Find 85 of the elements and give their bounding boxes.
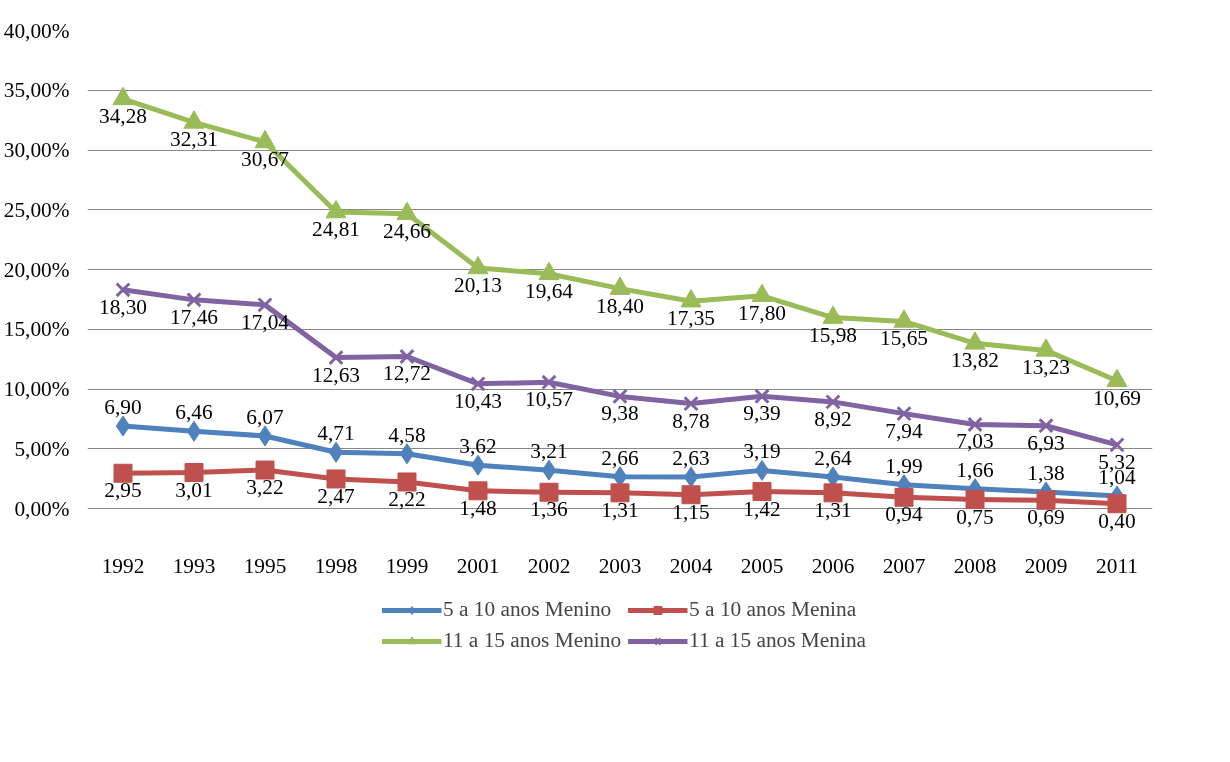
data-label: 3,19 <box>743 439 781 464</box>
data-label: 17,35 <box>667 306 716 331</box>
data-label: 1,48 <box>459 495 497 520</box>
data-label: 7,94 <box>885 418 923 443</box>
data-label: 18,40 <box>596 293 645 318</box>
y-tick-label: 5,00% <box>14 436 70 461</box>
y-tick-label: 30,00% <box>3 138 70 162</box>
data-label: 2,66 <box>601 445 639 470</box>
data-label: 1,15 <box>672 499 710 524</box>
data-label: 0,94 <box>885 502 923 527</box>
x-tick-label: 2011 <box>1096 553 1138 578</box>
x-tick-label: 1995 <box>243 553 287 578</box>
y-tick-label: 20,00% <box>3 257 70 282</box>
x-tick-label: 2008 <box>953 553 997 578</box>
y-tick-label: 35,00% <box>3 78 70 103</box>
x-tick-label: 2003 <box>598 553 642 578</box>
x-tick-label: 2009 <box>1024 553 1068 578</box>
data-label: 12,72 <box>383 361 432 386</box>
data-label: 6,46 <box>175 400 213 425</box>
x-tick-label: 1993 <box>172 553 216 578</box>
data-label: 34,28 <box>99 103 148 128</box>
data-label: 20,13 <box>454 272 503 297</box>
x-tick-label: 2007 <box>882 553 926 578</box>
data-label: 0,69 <box>1027 505 1065 530</box>
data-label: 1,42 <box>743 496 781 521</box>
data-label: 1,38 <box>1027 461 1065 486</box>
x-tick-label: 2001 <box>456 553 500 578</box>
data-label: 13,82 <box>951 348 1000 373</box>
data-label: 17,04 <box>241 309 290 334</box>
data-label: 2,47 <box>317 483 355 508</box>
data-label: 13,23 <box>1022 355 1071 380</box>
data-label: 0,75 <box>956 504 994 529</box>
legend-label: 11 a 15 anos Menina <box>689 628 867 653</box>
data-label: 18,30 <box>99 294 148 319</box>
y-tick-label: 10,00% <box>3 377 70 401</box>
data-label: 10,43 <box>454 388 503 413</box>
data-label: 0,40 <box>1098 508 1136 533</box>
data-label: 6,90 <box>104 395 142 420</box>
data-label: 10,69 <box>1093 385 1142 410</box>
data-label: 2,95 <box>104 478 142 503</box>
data-label: 1,31 <box>814 497 852 522</box>
x-tick-label: 1999 <box>385 553 429 578</box>
y-tick-label: 25,00% <box>3 197 70 222</box>
data-label: 2,22 <box>388 486 426 511</box>
legend-label: 11 a 15 anos Menino <box>442 628 622 653</box>
data-label: 6,07 <box>246 404 284 429</box>
data-label: 24,66 <box>383 218 432 243</box>
y-tick-label: 40,00% <box>3 18 70 43</box>
data-label: 15,65 <box>880 326 929 351</box>
data-label: 9,38 <box>601 401 639 426</box>
data-label: 2,64 <box>814 445 852 470</box>
data-label: 1,36 <box>530 497 568 522</box>
data-label: 32,31 <box>170 127 219 152</box>
data-label: 6,93 <box>1027 430 1065 455</box>
data-label: 8,92 <box>814 406 852 431</box>
data-label: 24,81 <box>312 217 361 242</box>
x-tick-label: 2002 <box>527 553 571 578</box>
legend-label: 5 a 10 anos Menina <box>689 597 857 622</box>
x-tick-label: 1992 <box>101 553 145 578</box>
data-label: 12,63 <box>312 362 361 387</box>
data-label: 19,64 <box>525 278 574 303</box>
data-label: 17,80 <box>738 300 787 325</box>
data-label: 3,01 <box>175 477 213 502</box>
data-label: 1,99 <box>885 453 923 478</box>
data-label: 4,58 <box>388 422 426 447</box>
data-label: 7,03 <box>956 429 994 454</box>
legend-label: 5 a 10 anos Menino <box>442 597 612 622</box>
data-label: 3,22 <box>246 475 284 500</box>
data-label: 2,63 <box>672 446 710 471</box>
x-tick-label: 2006 <box>811 553 855 578</box>
x-tick-label: 2004 <box>669 553 713 578</box>
y-tick-label: 0,00% <box>14 496 70 521</box>
data-label: 9,39 <box>743 401 781 426</box>
x-tick-label: 1998 <box>314 553 358 578</box>
y-tick-label: 15,00% <box>3 317 70 342</box>
data-label: 10,57 <box>525 387 574 412</box>
data-label: 8,78 <box>672 408 710 433</box>
data-label: 17,46 <box>170 304 219 329</box>
data-label: 1,31 <box>601 497 639 522</box>
data-label: 3,21 <box>530 439 568 464</box>
x-tick-label: 2005 <box>740 553 784 578</box>
data-label: 4,71 <box>317 421 355 446</box>
data-label: 1,66 <box>956 457 994 482</box>
data-label: 3,62 <box>459 434 497 459</box>
data-label: 15,98 <box>809 322 858 347</box>
